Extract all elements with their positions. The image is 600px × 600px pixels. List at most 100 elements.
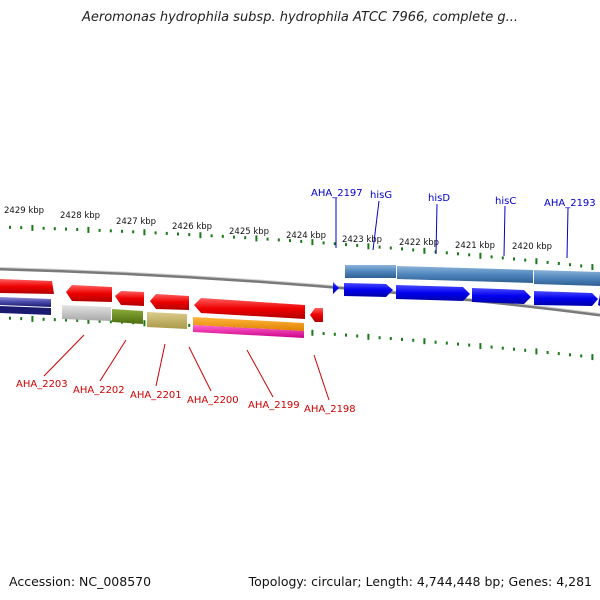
gene-label-AHA_2193[interactable]: AHA_2193 bbox=[544, 198, 596, 209]
gene-label-AHA_2199[interactable]: AHA_2199 bbox=[248, 400, 300, 411]
gene-label-AHA_2198[interactable]: AHA_2198 bbox=[304, 404, 356, 415]
gene-arrow-hisD[interactable] bbox=[396, 285, 470, 301]
feature-bar[interactable] bbox=[147, 312, 187, 329]
feature-bar[interactable] bbox=[62, 305, 111, 321]
tick-mark bbox=[333, 242, 336, 246]
label-leader bbox=[435, 203, 438, 255]
tick-mark bbox=[569, 353, 571, 357]
tick-mark bbox=[457, 252, 459, 256]
gene-arrow-small[interactable] bbox=[333, 282, 339, 294]
tick-mark bbox=[557, 262, 560, 265]
gene-label-hisD[interactable]: hisD bbox=[428, 193, 450, 204]
tick-mark bbox=[31, 224, 34, 231]
gene-label-hisG[interactable]: hisG bbox=[370, 190, 392, 201]
tick-mark bbox=[412, 248, 415, 252]
tick-mark bbox=[109, 320, 112, 324]
label-leader bbox=[188, 346, 212, 392]
gene-arrow-hisG[interactable] bbox=[344, 283, 393, 297]
gene-arrow-hisC[interactable] bbox=[472, 288, 531, 304]
tick-mark bbox=[580, 354, 583, 358]
gene-label-hisC[interactable]: hisC bbox=[495, 196, 516, 207]
tick-mark bbox=[143, 320, 146, 327]
ruler-label: 2429 kbp bbox=[4, 206, 44, 216]
cds-feature[interactable] bbox=[534, 270, 600, 286]
feature-bar[interactable] bbox=[193, 325, 304, 338]
tick-mark bbox=[199, 232, 202, 239]
label-leader bbox=[566, 207, 569, 259]
tick-mark bbox=[356, 243, 359, 247]
gene-label-AHA_2200[interactable]: AHA_2200 bbox=[187, 395, 239, 406]
label-leader bbox=[43, 334, 85, 377]
gene-label-AHA_2197[interactable]: AHA_2197 bbox=[311, 188, 363, 199]
tick-mark bbox=[513, 347, 515, 351]
tick-mark bbox=[244, 236, 247, 240]
gene-arrow-AHA_2200[interactable] bbox=[150, 294, 189, 310]
position-ruler: 2429 kbp 2428 kbp 2427 kbp 2426 kbp 2425… bbox=[4, 206, 552, 252]
tick-mark bbox=[490, 345, 493, 349]
tick-mark bbox=[65, 227, 67, 231]
gene-label-AHA_2203[interactable]: AHA_2203 bbox=[16, 379, 68, 390]
tick-mark bbox=[188, 323, 191, 327]
ruler-label: 2423 kbp bbox=[342, 235, 382, 245]
tick-mark bbox=[188, 233, 191, 237]
tick-mark bbox=[378, 245, 381, 249]
feature-bar[interactable] bbox=[112, 309, 143, 324]
tick-mark bbox=[143, 229, 146, 236]
tick-mark bbox=[513, 257, 515, 261]
tick-mark bbox=[76, 228, 79, 231]
tick-mark bbox=[479, 252, 482, 259]
tick-mark bbox=[31, 315, 34, 322]
tick-mark bbox=[345, 243, 347, 247]
tick-mark bbox=[42, 317, 45, 321]
feature-bar[interactable] bbox=[0, 306, 51, 315]
tick-mark bbox=[367, 243, 370, 250]
tick-mark bbox=[367, 333, 370, 340]
tick-mark bbox=[546, 260, 549, 264]
tick-mark bbox=[535, 348, 538, 355]
genome-summary-text: Topology: circular; Length: 4,744,448 bp… bbox=[248, 574, 592, 589]
tick-mark bbox=[535, 258, 538, 265]
gene-label-AHA_2202[interactable]: AHA_2202 bbox=[73, 385, 125, 396]
tick-mark bbox=[98, 319, 101, 323]
gene-arrow-AHA_2203[interactable] bbox=[0, 279, 54, 294]
tick-mark bbox=[87, 317, 90, 324]
tick-mark bbox=[300, 239, 303, 243]
forward-gene-labels bbox=[335, 198, 569, 259]
tick-mark bbox=[9, 316, 11, 320]
ruler-label: 2422 kbp bbox=[399, 238, 439, 248]
tick-mark bbox=[210, 234, 213, 238]
feature-bar[interactable] bbox=[193, 317, 304, 331]
gene-label-AHA_2201[interactable]: AHA_2201 bbox=[130, 390, 182, 401]
tick-mark bbox=[389, 246, 392, 250]
ruler-label: 2428 kbp bbox=[60, 211, 100, 221]
tick-mark bbox=[423, 247, 426, 254]
tick-mark bbox=[356, 334, 359, 338]
gene-arrow-AHA_2202[interactable] bbox=[66, 285, 112, 302]
tick-mark bbox=[311, 239, 314, 246]
tick-mark bbox=[333, 332, 336, 336]
tick-mark bbox=[233, 235, 235, 239]
label-leader bbox=[246, 349, 274, 398]
tick-mark bbox=[255, 235, 258, 242]
gene-arrow-AHA_2201[interactable] bbox=[115, 291, 144, 306]
tick-mark bbox=[501, 256, 504, 260]
tick-mark bbox=[177, 232, 179, 236]
tick-mark bbox=[20, 226, 23, 230]
cds-feature[interactable] bbox=[397, 266, 533, 283]
ruler-label: 2421 kbp bbox=[455, 241, 495, 251]
tick-mark bbox=[9, 225, 11, 229]
tick-mark bbox=[401, 337, 403, 341]
tick-mark bbox=[132, 230, 135, 234]
feature-bar[interactable] bbox=[0, 297, 51, 307]
ruler-label: 2426 kbp bbox=[172, 222, 212, 232]
tick-mark bbox=[468, 343, 471, 347]
ruler-label: 2427 kbp bbox=[116, 217, 156, 227]
ruler-label: 2420 kbp bbox=[512, 242, 552, 252]
tick-mark bbox=[311, 329, 314, 336]
tick-mark bbox=[412, 338, 415, 342]
gene-arrow-AHA_2199[interactable] bbox=[194, 298, 305, 319]
gene-arrow-AHA_2198[interactable] bbox=[310, 308, 323, 322]
gene-arrow-AHA_2193[interactable] bbox=[534, 291, 598, 306]
cds-feature[interactable] bbox=[345, 265, 396, 278]
